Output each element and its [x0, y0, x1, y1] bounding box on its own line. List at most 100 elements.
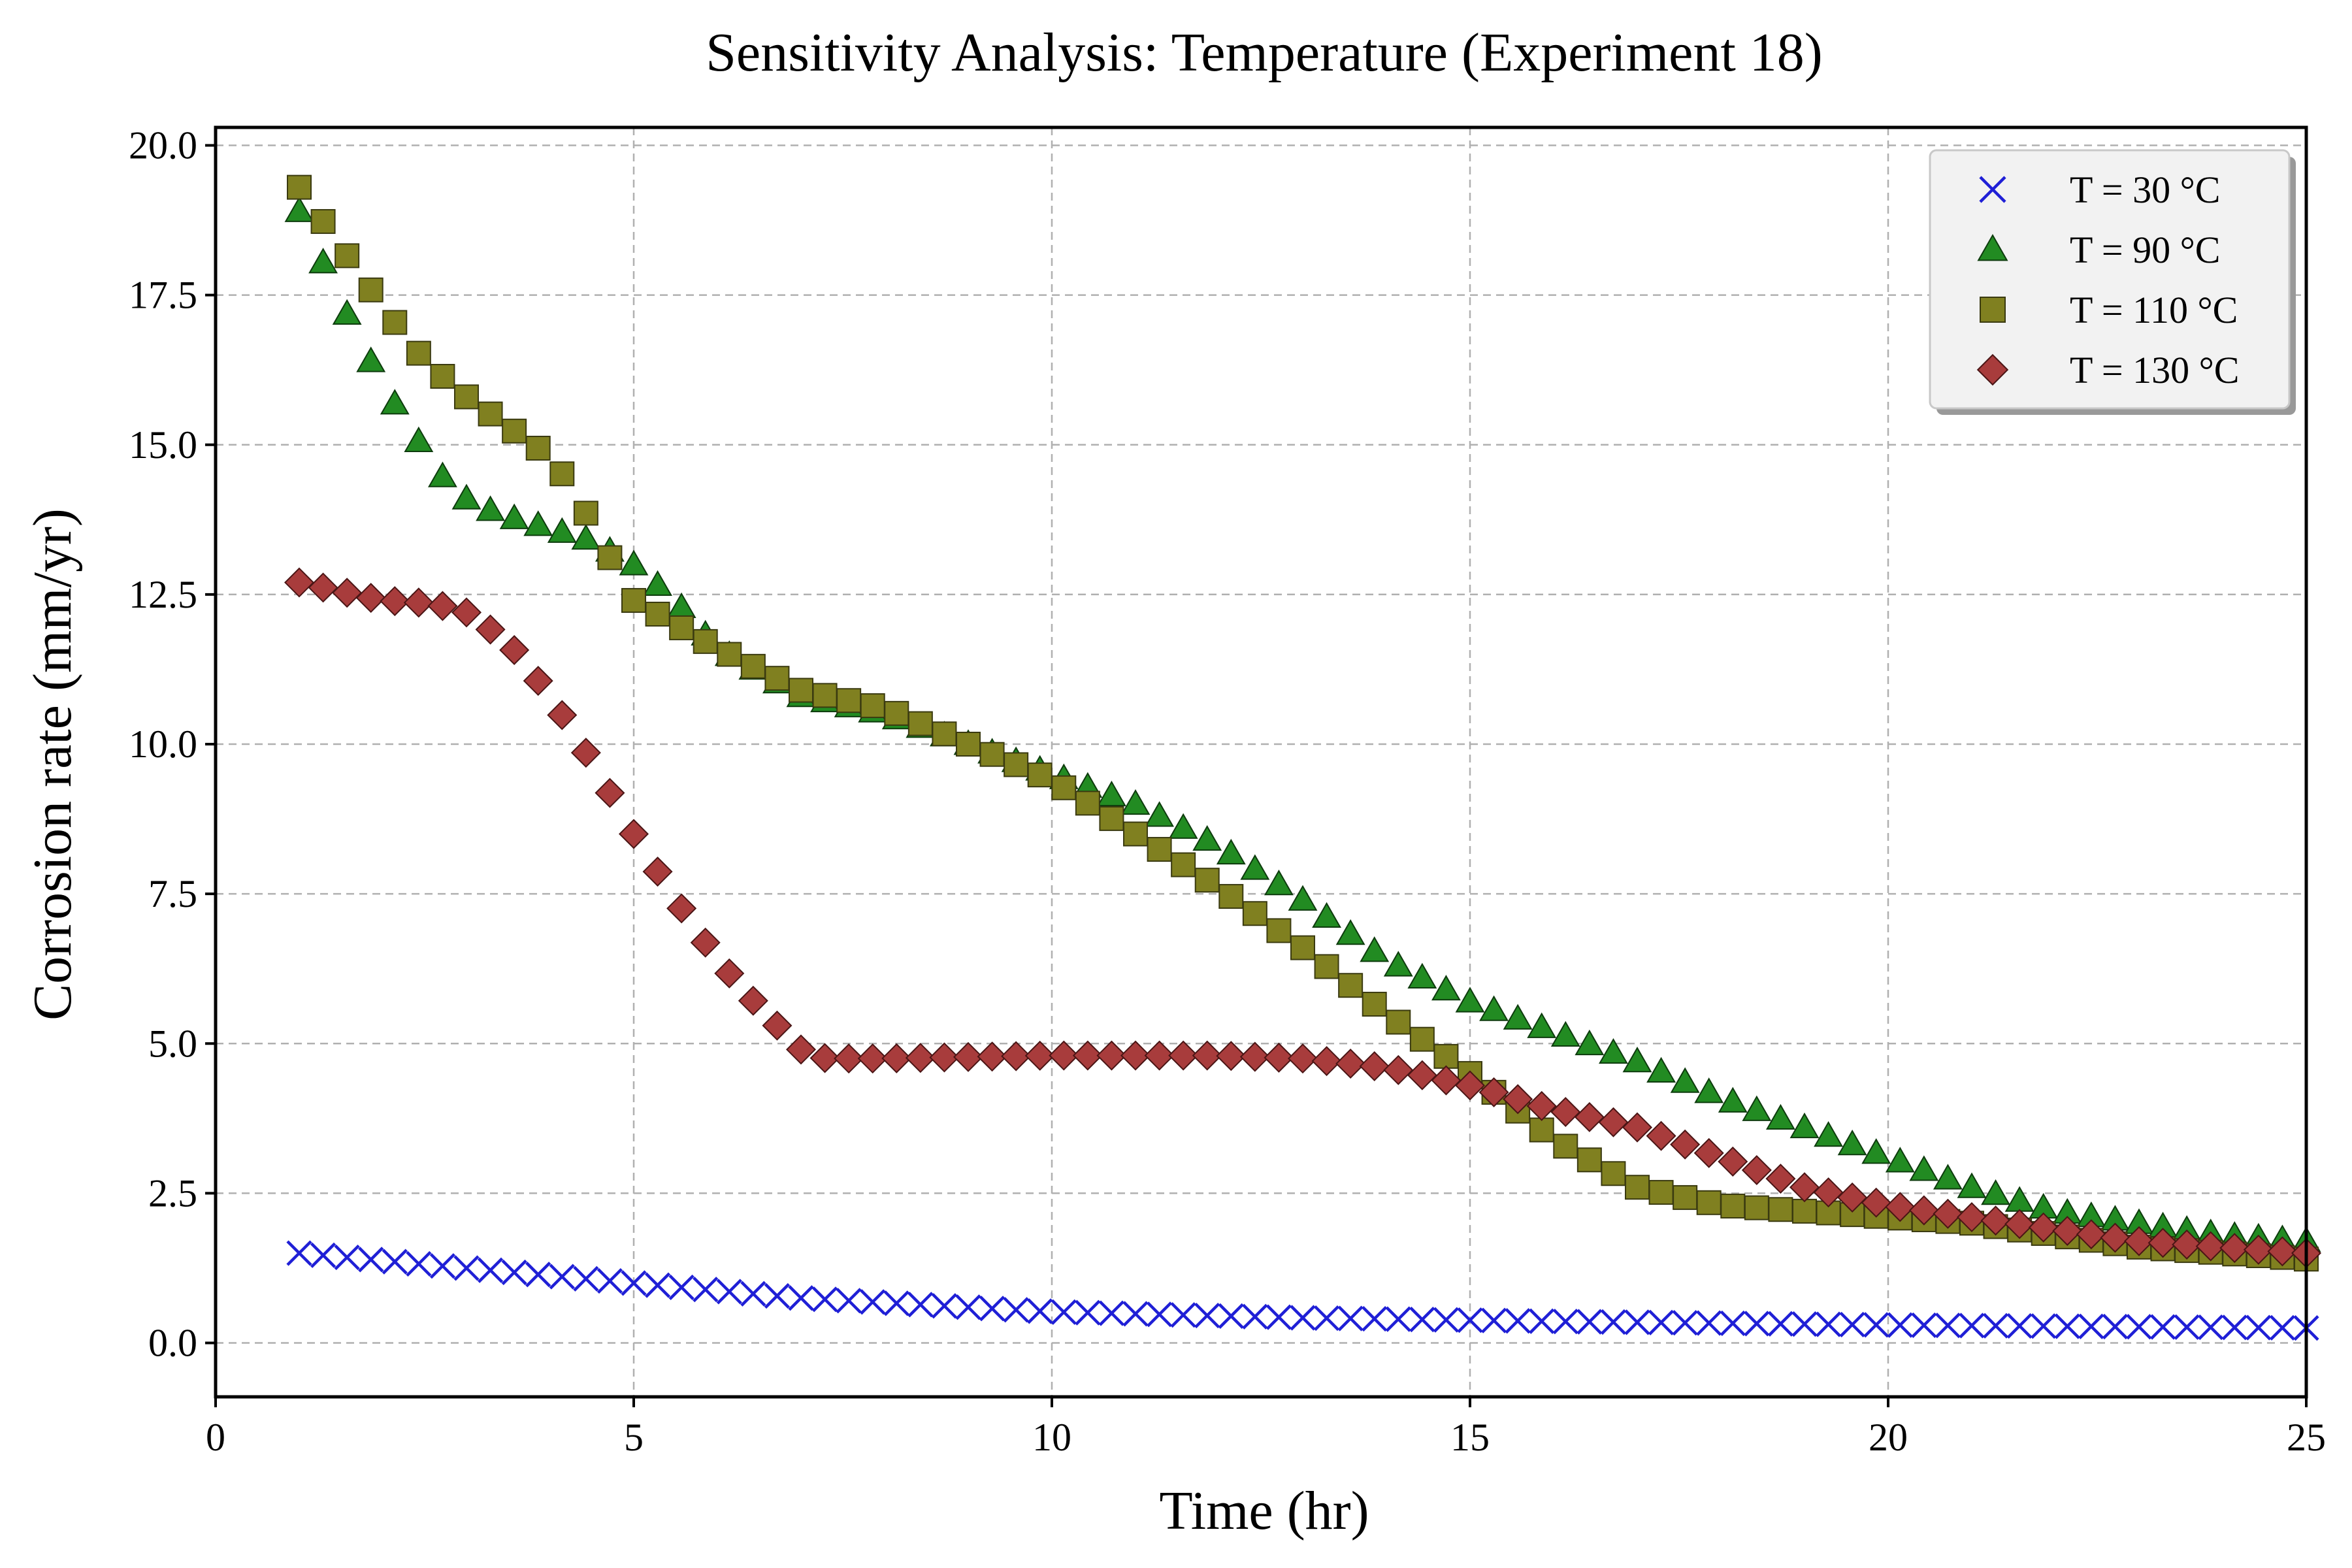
y-axis: 0.0 2.5 5.0 7.5 10.0 12.5 15.0 17.5 20.0 [129, 123, 216, 1365]
data-point [1792, 1198, 1817, 1224]
data-point [1622, 1047, 1652, 1073]
data-point [905, 1043, 936, 1073]
data-point [1168, 1040, 1199, 1071]
data-point [1981, 1179, 2010, 1205]
legend-entry[interactable]: T = 130 °C [1976, 349, 2239, 391]
data-point [1861, 1187, 1891, 1218]
data-point [595, 777, 625, 808]
y-tick-label: 17.5 [129, 274, 197, 317]
data-point [454, 384, 479, 410]
data-point [1765, 1164, 1796, 1194]
data-point [1624, 1309, 1650, 1335]
data-point [478, 401, 503, 427]
data-point [1599, 1037, 1628, 1064]
data-point [1216, 1041, 1247, 1071]
data-point [1359, 1051, 1390, 1081]
data-point [811, 1286, 838, 1313]
data-point [1503, 1084, 1533, 1115]
data-point [1789, 1172, 1820, 1203]
data-point [523, 666, 553, 696]
data-point [1194, 1302, 1220, 1329]
data-point [2078, 1313, 2104, 1339]
data-point [428, 461, 457, 487]
legend-entry[interactable]: T = 90 °C [1977, 229, 2220, 271]
data-point [573, 500, 598, 526]
data-point [884, 700, 909, 726]
legend-label: T = 90 °C [2070, 229, 2220, 271]
data-point [1742, 1095, 1772, 1121]
data-point [1526, 1090, 1557, 1121]
data-point [1935, 1313, 1961, 1339]
data-point [956, 732, 981, 757]
data-point [476, 495, 505, 521]
data-point [1027, 762, 1053, 788]
data-point [1744, 1195, 1769, 1220]
legend-entry[interactable]: T = 110 °C [1980, 289, 2238, 331]
y-tick-label: 0.0 [148, 1322, 197, 1365]
data-point [380, 586, 410, 617]
data-point [1696, 1190, 1722, 1215]
data-point [1386, 1009, 1411, 1035]
data-point [597, 545, 623, 570]
chart-title: Sensitivity Analysis: Temperature (Exper… [706, 22, 1823, 83]
data-point [836, 1288, 862, 1314]
data-point [788, 1285, 814, 1311]
data-point [596, 1267, 623, 1294]
data-point [2269, 1315, 2296, 1341]
legend[interactable]: T = 30 °C T = 90 °C T = 110 °C T = 130 °C [1929, 149, 2296, 415]
data-point [977, 1041, 1007, 1072]
data-point [907, 711, 933, 736]
data-point [1696, 1310, 1722, 1336]
data-point [1338, 973, 1364, 998]
data-point [1766, 1103, 1795, 1130]
data-point [1908, 1195, 1939, 1226]
data-point [1242, 901, 1267, 926]
data-point [764, 1282, 791, 1309]
data-point [740, 1281, 766, 1307]
y-tick-label: 7.5 [148, 872, 197, 915]
data-point [643, 570, 672, 596]
data-point [785, 1034, 817, 1065]
data-point [932, 721, 957, 747]
legend-entry[interactable]: T = 30 °C [1979, 169, 2220, 211]
data-point [525, 435, 551, 461]
data-point [1741, 1155, 1772, 1186]
data-point [1290, 935, 1315, 960]
y-tick-label: 20.0 [129, 123, 197, 167]
data-point [477, 1257, 504, 1283]
data-point [1409, 1307, 1435, 1333]
data-point [453, 1255, 480, 1281]
data-point [1147, 837, 1172, 862]
data-point [1266, 1304, 1292, 1330]
data-point [1550, 1096, 1581, 1128]
data-point [1503, 1004, 1533, 1030]
data-point [1553, 1134, 1578, 1159]
data-point [1670, 1129, 1701, 1160]
data-point [1003, 1297, 1029, 1323]
data-point [451, 483, 482, 510]
data-point [429, 1253, 456, 1279]
data-point [1600, 1309, 1627, 1335]
data-point [1885, 1147, 1915, 1173]
y-tick-label: 10.0 [129, 723, 197, 766]
data-point [2219, 1233, 2250, 1264]
data-point [834, 1043, 864, 1074]
data-point [1313, 1305, 1340, 1331]
data-point [1120, 1040, 1151, 1071]
data-point [955, 1294, 981, 1320]
data-point [860, 693, 885, 719]
data-point [1646, 1056, 1676, 1083]
data-point [1383, 1054, 1414, 1085]
data-point [1407, 1060, 1437, 1090]
data-point [666, 893, 697, 924]
data-point [502, 418, 527, 444]
data-point [1839, 1311, 1865, 1338]
data-point [1290, 1305, 1316, 1331]
data-point [1123, 821, 1148, 847]
data-point [310, 209, 336, 235]
data-point [1362, 1305, 1388, 1332]
data-point [836, 688, 862, 713]
data-point [1120, 789, 1151, 815]
data-point [1815, 1311, 1842, 1337]
data-point [523, 510, 553, 536]
